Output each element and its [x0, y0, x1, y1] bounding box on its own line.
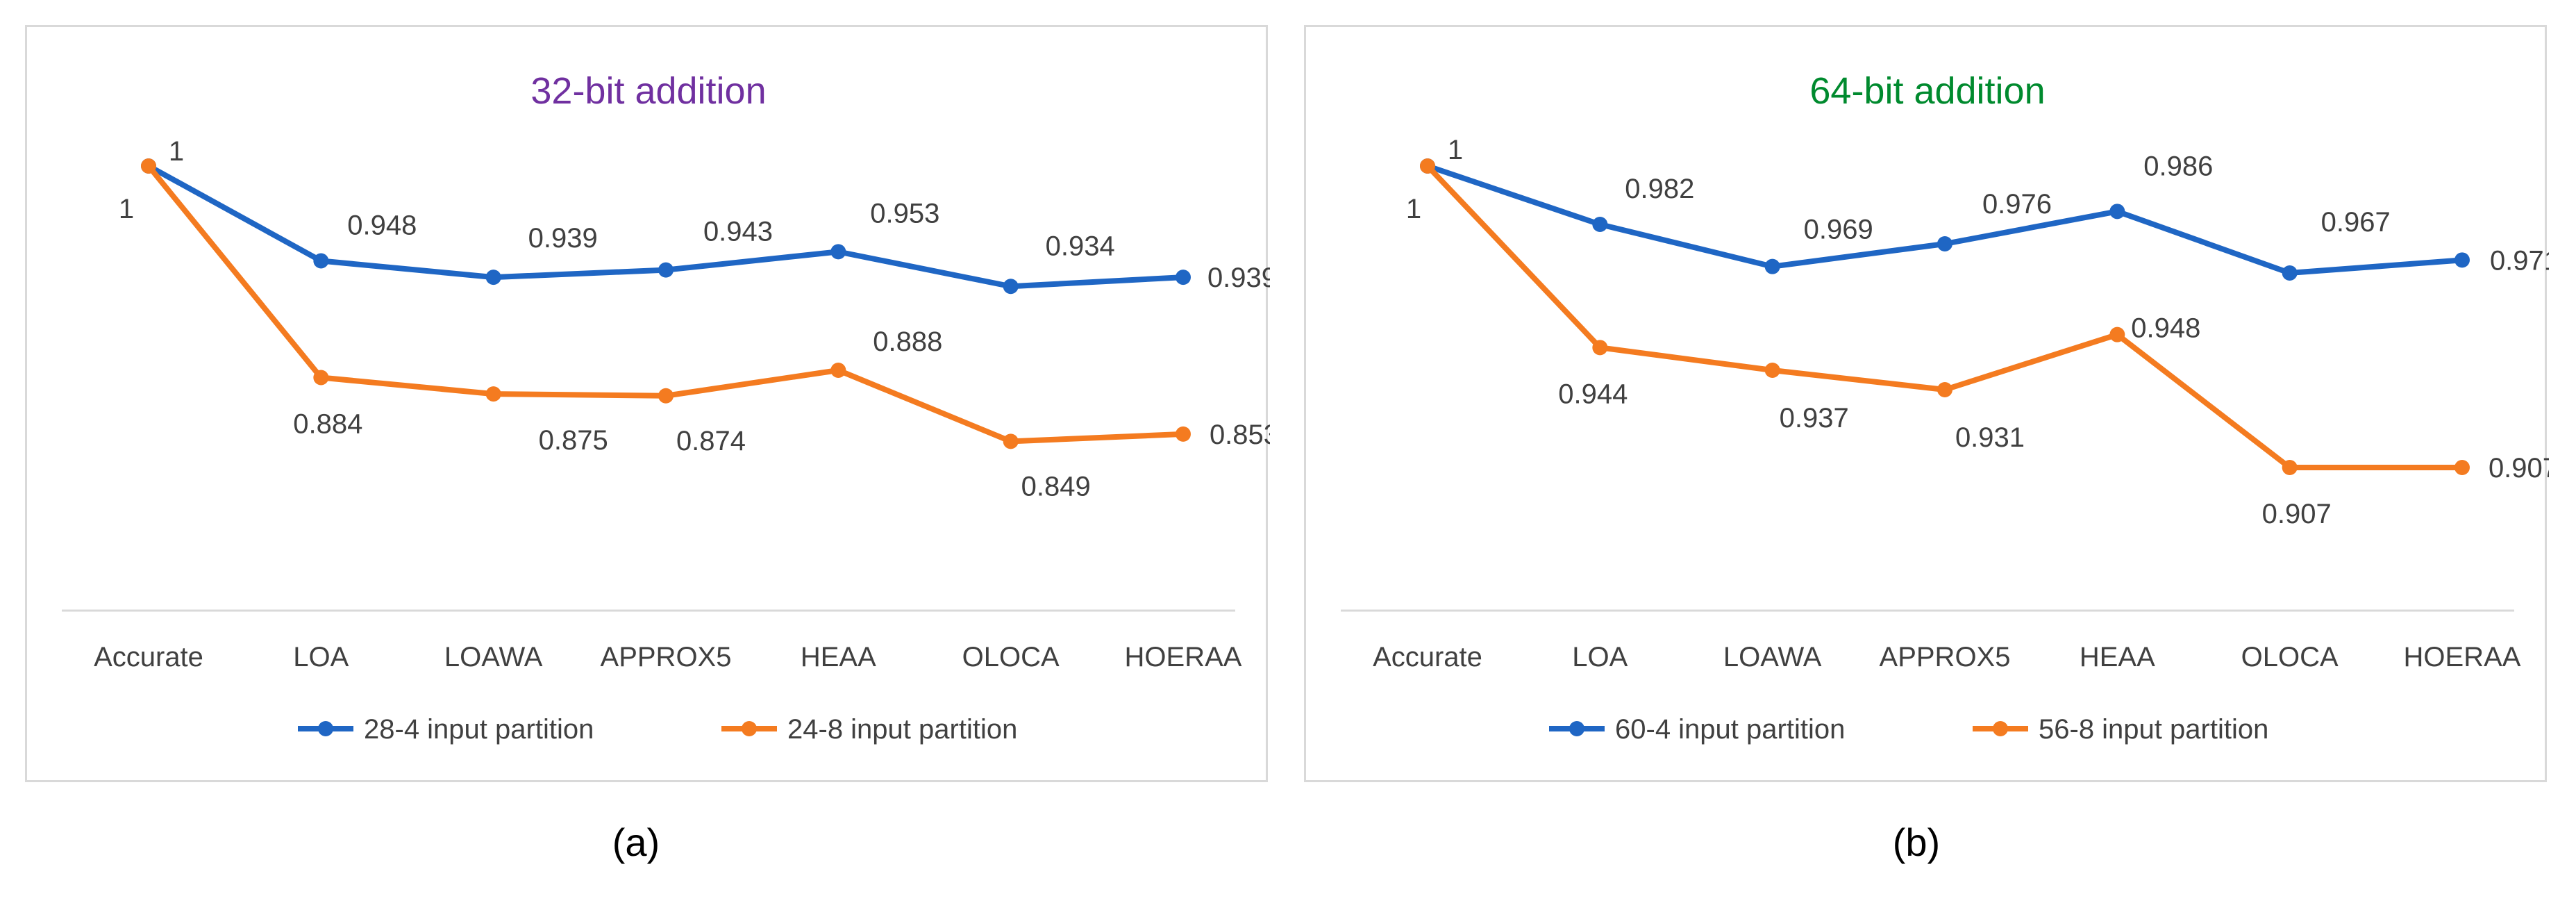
legend-label-1: 28-4 input partition: [364, 714, 594, 745]
data-point-s1-heaa: [2109, 204, 2125, 220]
data-point-s1-hoeraa: [2454, 252, 2470, 268]
x-tick-label-approx5: APPROX5: [1880, 642, 2011, 672]
x-tick-label-accurate: Accurate: [1373, 642, 1482, 672]
data-point-s2-oloca: [2282, 460, 2298, 475]
data-point-s2-hoeraa: [2454, 460, 2470, 475]
data-label-s1-loa: 0.982: [1625, 174, 1694, 204]
data-point-s2-loawa: [1764, 363, 1780, 378]
data-point-s1-loawa: [1764, 258, 1780, 274]
data-label-s1-approx5: 0.976: [1982, 189, 2052, 220]
data-label-s2-accurate: 1: [169, 136, 184, 167]
legend-label-1: 60-4 input partition: [1615, 714, 1845, 745]
legend-marker-2: [742, 721, 757, 736]
x-tick-label-hoeraa: HOERAA: [1125, 642, 1242, 672]
x-tick-label-approx5: APPROX5: [601, 642, 732, 672]
data-label-s2-heaa: 0.948: [2131, 313, 2200, 344]
data-point-s2-approx5: [658, 388, 674, 404]
data-label-s2-hoeraa: 0.853: [1210, 420, 1270, 450]
data-label-s2-loawa: 0.875: [539, 425, 608, 456]
data-point-s2-heaa: [830, 363, 846, 378]
legend-marker-1: [318, 721, 333, 736]
data-point-s2-hoeraa: [1176, 426, 1191, 442]
data-label-s2-loa: 0.944: [1558, 379, 1628, 409]
legend-marker-2: [1993, 721, 2008, 736]
x-tick-label-hoeraa: HOERAA: [2404, 642, 2521, 672]
legend-label-2: 56-8 input partition: [2039, 714, 2268, 745]
data-label-s2-hoeraa: 0.907: [2489, 453, 2549, 483]
data-point-s1-oloca: [2282, 265, 2298, 281]
data-point-s1-heaa: [830, 244, 846, 260]
data-label-s2-accurate: 1: [1448, 135, 1463, 165]
figure-caption-b: (b): [1892, 820, 1941, 864]
data-point-s1-loa: [313, 253, 329, 269]
data-point-s1-loawa: [485, 270, 501, 286]
data-label-s2-heaa: 0.888: [873, 326, 942, 357]
series-line-2: [1425, 163, 2465, 470]
chart-title: 32-bit addition: [530, 70, 766, 112]
chart-panel-64bit: 64-bit addition Accurate LOA LOAWA APPROX5 HE…: [1304, 25, 2549, 782]
data-label-s1-heaa: 0.986: [2143, 151, 2213, 181]
data-label-s2-loa: 0.884: [293, 409, 362, 440]
figure-caption-a: (a): [612, 820, 660, 864]
data-point-s2-loawa: [485, 386, 501, 402]
series-line-1: [1425, 163, 2465, 276]
legend-label-2: 24-8 input partition: [787, 714, 1017, 745]
chart-panel-32bit: 32-bit addition Accurate LOA LOAWA APPROX5 HE…: [25, 25, 1270, 782]
data-label-s2-approx5: 0.931: [1955, 422, 2025, 453]
data-point-s2-heaa: [2109, 326, 2125, 342]
data-point-s2-accurate: [1420, 158, 1435, 174]
data-point-s1-hoeraa: [1176, 270, 1191, 286]
x-tick-label-loawa: LOAWA: [444, 642, 543, 672]
x-tick-label-heaa: HEAA: [2080, 642, 2155, 672]
x-tick-label-oloca: OLOCA: [2241, 642, 2339, 672]
data-label-s1-accurate: 1: [119, 194, 134, 224]
chart-64bit-addition: 64-bit addition Accurate LOA LOAWA APPROX5 HE…: [1341, 70, 2549, 745]
x-tick-label-loa: LOA: [1572, 642, 1628, 672]
data-label-s1-approx5: 0.943: [703, 217, 773, 247]
data-point-s2-approx5: [1937, 382, 1952, 397]
x-tick-label-oloca: OLOCA: [962, 642, 1060, 672]
data-label-s1-loawa: 0.939: [528, 223, 598, 254]
data-label-s2-oloca: 0.849: [1021, 471, 1091, 502]
data-point-s1-oloca: [1003, 279, 1019, 295]
data-label-s2-oloca: 0.907: [2262, 499, 2332, 529]
data-point-s2-loa: [1592, 340, 1608, 356]
data-point-s2-accurate: [141, 158, 156, 174]
data-label-s1-loa: 0.948: [347, 210, 417, 241]
data-point-s2-oloca: [1003, 433, 1019, 449]
data-label-s1-hoeraa: 0.971: [2490, 245, 2549, 276]
data-point-s1-approx5: [1937, 236, 1952, 251]
data-label-s1-loawa: 0.969: [1804, 215, 1873, 245]
data-label-s2-approx5: 0.874: [676, 426, 746, 456]
data-label-s1-oloca: 0.934: [1046, 231, 1115, 261]
x-tick-label-loawa: LOAWA: [1723, 642, 1822, 672]
data-label-s2-loawa: 0.937: [1780, 403, 1849, 433]
data-label-s1-oloca: 0.967: [2321, 207, 2391, 238]
data-point-s1-approx5: [658, 262, 674, 278]
data-label-s1-accurate: 1: [1406, 194, 1421, 224]
data-label-s1-heaa: 0.953: [870, 198, 939, 229]
data-point-s2-loa: [313, 370, 329, 386]
data-point-s1-loa: [1592, 217, 1608, 232]
chart-32bit-addition: 32-bit addition Accurate LOA LOAWA APPROX5 HE…: [62, 70, 1270, 745]
legend-marker-1: [1569, 721, 1584, 736]
x-tick-label-loa: LOA: [293, 642, 349, 672]
data-label-s1-hoeraa: 0.939: [1207, 263, 1270, 293]
x-tick-label-accurate: Accurate: [94, 642, 203, 672]
x-tick-label-heaa: HEAA: [801, 642, 876, 672]
chart-title: 64-bit addition: [1809, 70, 2045, 112]
